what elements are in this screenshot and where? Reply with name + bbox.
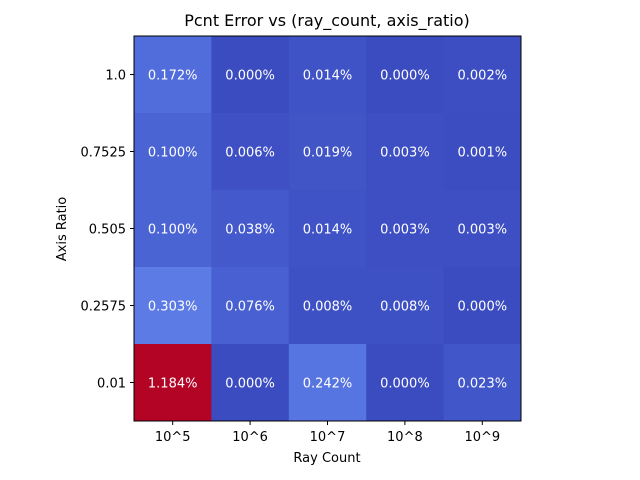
heatmap-cell (366, 36, 445, 114)
heatmap-cell (366, 113, 445, 191)
cell-value-label: 0.100% (148, 146, 198, 161)
cell-value-label: 0.001% (458, 146, 508, 161)
cell-value-label: 0.000% (380, 69, 430, 84)
y-tick-label: 0.7525 (81, 146, 127, 161)
heatmap-cell (366, 344, 445, 422)
heatmap-cells (134, 36, 522, 422)
cell-value-label: 0.002% (458, 69, 508, 84)
cell-value-label: 0.003% (458, 223, 508, 238)
x-tick-label: 10^9 (464, 430, 500, 445)
heatmap-cell (288, 36, 367, 114)
heatmap-cell (443, 113, 522, 191)
cell-value-label: 0.003% (380, 223, 430, 238)
heatmap-cell (443, 36, 522, 114)
heatmap-cell-labels: 0.172% 0.000% 0.014% 0.000% 0.002% 0.100% 0.00… (148, 69, 507, 392)
cell-value-label: 0.019% (303, 146, 353, 161)
y-tick-label: 0.2575 (81, 300, 127, 315)
heatmap-cell (211, 344, 290, 422)
heatmap-cell (134, 113, 212, 191)
cell-value-label: 0.038% (225, 223, 275, 238)
cell-value-label: 0.000% (225, 377, 275, 392)
cell-value-label: 0.000% (225, 69, 275, 84)
heatmap-cell (134, 190, 212, 268)
heatmap-cell (443, 190, 522, 268)
cell-value-label: 0.006% (225, 146, 275, 161)
heatmap-cell (211, 36, 290, 114)
heatmap-cell (288, 113, 367, 191)
cell-value-label: 0.000% (380, 377, 430, 392)
heatmap-cell (211, 267, 290, 345)
y-axis: 1.0 0.7525 0.505 0.2575 0.01 (81, 69, 134, 392)
heatmap-cell (211, 190, 290, 268)
cell-value-label: 0.023% (458, 377, 508, 392)
cell-value-label: 1.184% (148, 377, 198, 392)
heatmap-cell (288, 267, 367, 345)
x-tick-label: 10^5 (155, 430, 191, 445)
heatmap-cell (134, 36, 212, 114)
cell-value-label: 0.100% (148, 223, 198, 238)
heatmap-cell (366, 190, 445, 268)
cell-value-label: 0.000% (458, 300, 508, 315)
cell-value-label: 0.008% (380, 300, 430, 315)
cell-value-label: 0.008% (303, 300, 353, 315)
y-tick-label: 1.0 (105, 69, 126, 84)
cell-value-label: 0.014% (303, 69, 353, 84)
y-axis-label: Axis Ratio (55, 197, 70, 262)
x-axis-label: Ray Count (293, 451, 360, 466)
cell-value-label: 0.014% (303, 223, 353, 238)
x-tick-label: 10^6 (232, 430, 268, 445)
y-tick-label: 0.505 (89, 223, 126, 238)
chart-title: Pcnt Error vs (ray_count, axis_ratio) (184, 11, 470, 31)
cell-value-label: 0.076% (225, 300, 275, 315)
heatmap-cell (288, 344, 367, 422)
cell-value-label: 0.303% (148, 300, 198, 315)
heatmap-cell (134, 344, 212, 422)
heatmap-cell (443, 267, 522, 345)
heatmap-cell (366, 267, 445, 345)
y-tick-label: 0.01 (97, 377, 126, 392)
heatmap-cell (443, 344, 522, 422)
cell-value-label: 0.003% (380, 146, 430, 161)
x-axis: 10^5 10^6 10^7 10^8 10^9 (155, 421, 500, 445)
x-tick-label: 10^8 (387, 430, 423, 445)
cell-value-label: 0.172% (148, 69, 198, 84)
heatmap-cell (211, 113, 290, 191)
heatmap-cell (134, 267, 212, 345)
cell-value-label: 0.242% (303, 377, 353, 392)
heatmap-cell (288, 190, 367, 268)
x-tick-label: 10^7 (310, 430, 346, 445)
